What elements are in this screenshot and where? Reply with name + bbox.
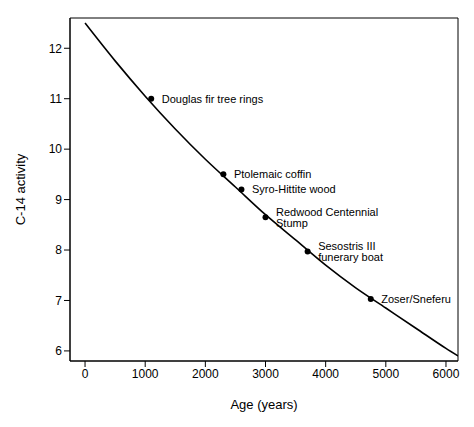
svg-text:Sesostris IIIfunerary boat: Sesostris IIIfunerary boat <box>318 240 383 263</box>
svg-text:Redwood CentennialStump: Redwood CentennialStump <box>276 206 378 229</box>
svg-text:3000: 3000 <box>252 367 279 381</box>
svg-text:Zoser/Sneferu: Zoser/Sneferu <box>381 293 451 305</box>
svg-text:6000: 6000 <box>433 367 460 381</box>
svg-text:0: 0 <box>82 367 89 381</box>
svg-text:Syro-Hittite wood: Syro-Hittite wood <box>252 183 336 195</box>
svg-text:11: 11 <box>50 92 63 106</box>
svg-text:4000: 4000 <box>312 367 339 381</box>
svg-text:5000: 5000 <box>372 367 399 381</box>
svg-text:8: 8 <box>55 243 62 257</box>
svg-text:Age (years): Age (years) <box>230 397 297 412</box>
svg-text:Ptolemaic coffin: Ptolemaic coffin <box>234 168 311 180</box>
svg-text:C-14 activity: C-14 activity <box>13 153 28 225</box>
svg-text:12: 12 <box>49 42 63 56</box>
svg-text:1000: 1000 <box>132 367 159 381</box>
svg-text:2000: 2000 <box>192 367 219 381</box>
svg-text:7: 7 <box>55 294 62 308</box>
svg-text:10: 10 <box>49 142 63 156</box>
svg-text:9: 9 <box>55 193 62 207</box>
svg-text:Douglas fir tree rings: Douglas fir tree rings <box>162 93 264 105</box>
svg-text:6: 6 <box>55 344 62 358</box>
